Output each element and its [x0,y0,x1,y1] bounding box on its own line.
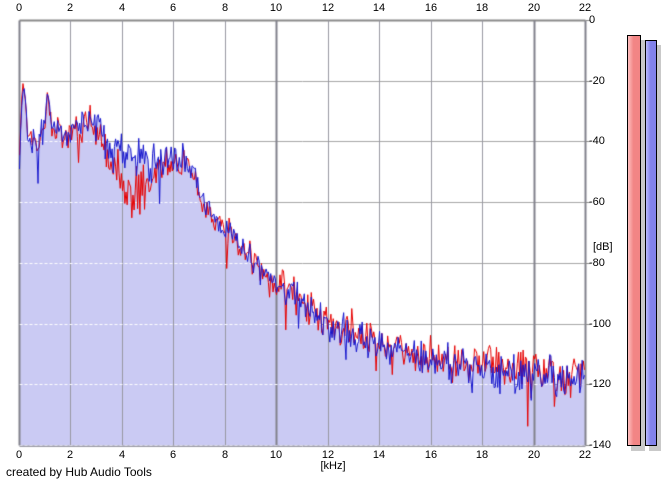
y-axis-tick-label-0: 0 [589,14,596,26]
y-axis-tick-label--80: -80 [589,257,605,269]
x-axis-top-tick-label-4: 4 [118,2,126,14]
y-axis-tick-label--20: -20 [589,75,605,87]
x-axis-bottom-tick-label-2: 2 [66,449,74,461]
x-axis-top-tick-label-14: 14 [372,2,386,14]
x-axis-top-tick-label-16: 16 [424,2,438,14]
x-axis-top-tick-label-12: 12 [321,2,335,14]
right-channel-level-meter [645,40,657,446]
x-axis-bottom-tick-label-4: 4 [118,449,126,461]
x-axis-bottom-tick-label-20: 20 [527,449,541,461]
y-axis-unit-label: [dB] [593,241,613,253]
x-axis-top-tick-label-2: 2 [66,2,74,14]
y-axis-tick-label--40: -40 [589,135,605,147]
x-axis-bottom-tick-label-12: 12 [321,449,335,461]
x-axis-top-tick-label-8: 8 [221,2,229,14]
x-axis-bottom-tick-label-16: 16 [424,449,438,461]
x-axis-top-tick-label-10: 10 [269,2,283,14]
x-axis-top-tick-label-0: 0 [15,2,23,14]
x-axis-bottom-tick-label-0: 0 [15,449,23,461]
y-axis-tick-label--60: -60 [589,196,605,208]
credit-text: created by Hub Audio Tools [6,465,152,479]
x-axis-top-tick-label-20: 20 [527,2,541,14]
x-axis-bottom-tick-label-18: 18 [475,449,489,461]
y-axis-tick-label--120: -120 [589,378,612,390]
x-axis-bottom-tick-label-10: 10 [269,449,283,461]
x-axis-bottom-tick-label-14: 14 [372,449,386,461]
y-axis-tick-label--140: -140 [589,439,612,451]
y-axis-tick-label--100: -100 [589,318,612,330]
x-axis-bottom-tick-label-22: 22 [578,449,592,461]
x-axis-top-tick-label-22: 22 [578,2,592,14]
x-axis-top-tick-label-6: 6 [169,2,177,14]
x-axis-top-tick-label-18: 18 [475,2,489,14]
x-axis-bottom-tick-label-8: 8 [221,449,229,461]
x-axis-bottom-tick-label-6: 6 [169,449,177,461]
left-channel-level-meter [627,35,641,446]
x-axis-unit-label: [kHz] [320,460,346,472]
